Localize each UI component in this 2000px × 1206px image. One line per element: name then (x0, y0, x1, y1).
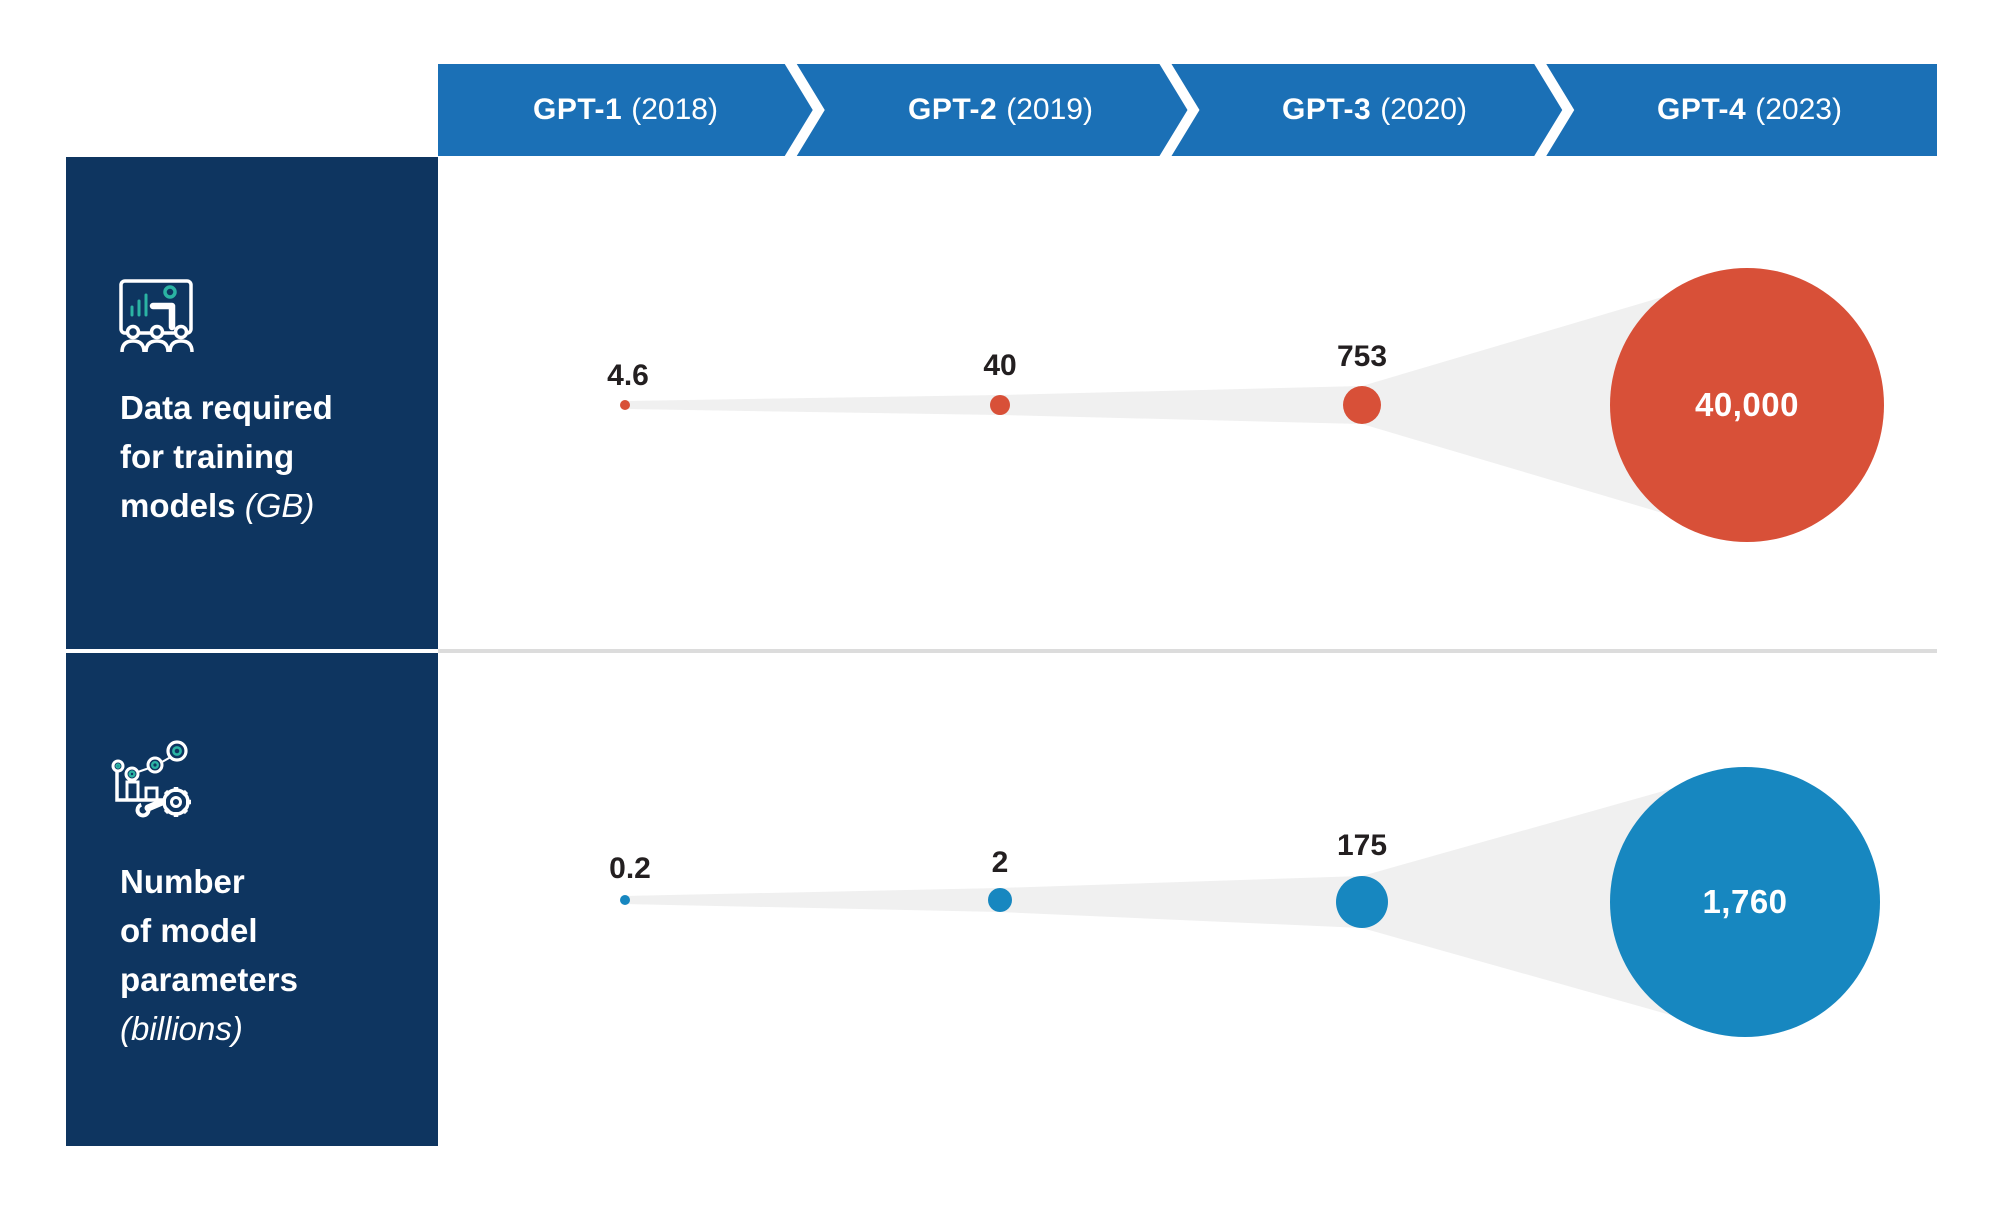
wrench-handle (144, 798, 166, 812)
bubble-row1-gpt1 (620, 400, 630, 410)
model-year: (2020) (1380, 93, 1467, 126)
header-label-gpt2: GPT-2 (2019) (813, 64, 1188, 156)
model-year: (2018) (631, 93, 718, 126)
bubble-row2-gpt2 (988, 888, 1012, 912)
gear-hub (170, 796, 182, 808)
value-label-row1-gpt3: 753 (1337, 340, 1387, 373)
presenter-head (163, 285, 177, 299)
audience-head-1 (125, 324, 141, 340)
model-year: (2023) (1755, 93, 1842, 126)
bubble-row2-gpt4 (1610, 767, 1880, 1037)
bubble-2-core (151, 761, 160, 770)
header-segment-gpt3 (1171, 64, 1563, 156)
row-divider-line (438, 649, 1937, 653)
value-label-row2-gpt3: 175 (1337, 829, 1387, 862)
audience-head-3 (173, 324, 189, 340)
audience-body-1 (120, 339, 146, 353)
bubble-big-core (172, 746, 182, 756)
metric-unit: (GB) (244, 487, 315, 524)
header-segment-gpt4 (1546, 64, 1937, 156)
model-name: GPT-1 (533, 93, 623, 126)
wrench (135, 798, 166, 818)
value-label-row1-gpt2: 40 (983, 349, 1016, 382)
training-presentation-icon (119, 279, 194, 353)
gear-teeth (161, 787, 191, 817)
header-segment-gpt1 (438, 64, 813, 156)
header-chevron-band (438, 64, 1937, 156)
presenter-body (149, 302, 176, 331)
metric-unit: (billions) (120, 1010, 243, 1047)
audience-body-3 (168, 339, 194, 353)
audience-body-2 (144, 339, 170, 353)
model-name: GPT-2 (908, 93, 998, 126)
gear (161, 787, 191, 817)
metric-title-parameters: Number of model parameters (billions) (120, 857, 298, 1053)
bar-2 (144, 786, 159, 802)
bubble-row1-gpt2 (990, 395, 1010, 415)
bubble-small-core (115, 763, 121, 769)
bubble-1-core (128, 770, 136, 778)
value-label-row2-gpt1: 0.2 (609, 852, 651, 885)
bubble-row1-gpt4 (1610, 268, 1884, 542)
value-label-row1-gpt4: 40,000 (1695, 386, 1799, 423)
model-name: GPT-4 (1657, 93, 1747, 126)
value-label-row2-gpt2: 2 (992, 846, 1009, 879)
parameters-gear-chart-icon (111, 740, 191, 818)
metric-title-line: of model (120, 912, 258, 949)
model-name: GPT-3 (1282, 93, 1372, 126)
bubble-2 (146, 756, 164, 774)
metric-title-line: parameters (120, 961, 298, 998)
header-label-gpt3: GPT-3 (2020) (1187, 64, 1562, 156)
sidebar-section-parameters (66, 653, 438, 1146)
bubble-big (166, 740, 188, 762)
metric-title-line: for training (120, 438, 295, 475)
header-label-gpt1: GPT-1 (2018) (438, 64, 813, 156)
bubble-small (111, 759, 125, 773)
metric-title-line: Data required (120, 389, 333, 426)
audience (120, 324, 194, 353)
header-label-gpt4: GPT-4 (2023) (1562, 64, 1937, 156)
funnel-band-row2 (625, 768, 1745, 1036)
metric-title-bold: models (120, 487, 245, 524)
audience-head-2 (149, 324, 165, 340)
bubble-1 (124, 766, 140, 782)
metric-title-training-data: Data required for training models (GB) (120, 383, 333, 530)
bubble-row1-gpt3 (1343, 386, 1381, 424)
bubble-row2-gpt1 (620, 895, 630, 905)
value-label-row1-gpt1: 4.6 (607, 359, 649, 392)
value-label-row2-gpt4: 1,760 (1702, 883, 1787, 920)
bar-1 (125, 780, 140, 802)
metric-title-line: Number (120, 863, 245, 900)
metric-title-line: models (GB) (120, 481, 333, 530)
header-segment-gpt2 (796, 64, 1188, 156)
sidebar-section-training-data (66, 157, 438, 649)
model-year: (2019) (1006, 93, 1093, 126)
bubble-row2-gpt3 (1336, 876, 1388, 928)
funnel-band-row1 (625, 272, 1747, 538)
